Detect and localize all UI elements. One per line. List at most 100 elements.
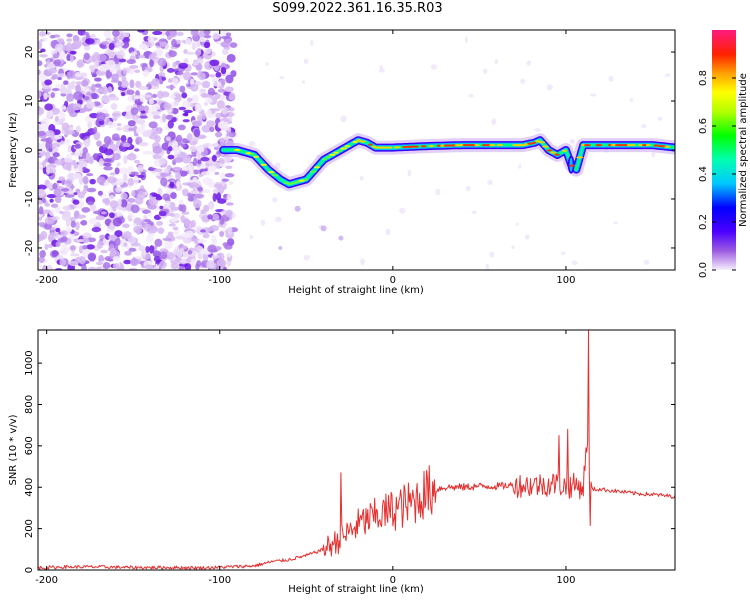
noise-blob	[175, 171, 182, 181]
noise-blob	[200, 248, 205, 255]
noise-blob	[40, 48, 46, 53]
noise-blob	[215, 192, 222, 201]
noise-blob	[212, 32, 220, 40]
noise-blob	[44, 203, 51, 207]
noise-blob	[221, 78, 226, 86]
noise-blob	[114, 230, 123, 238]
ridge-hotspot	[549, 151, 557, 154]
noise-blob	[73, 91, 84, 101]
noise-blob	[99, 234, 106, 240]
noise-blob	[120, 134, 127, 143]
noise-blob	[200, 171, 211, 176]
noise-blob	[159, 260, 167, 269]
noise-blob	[140, 123, 146, 129]
noise-blob	[142, 69, 149, 78]
noise-blob	[122, 125, 131, 133]
noise-blob	[38, 107, 45, 116]
noise-blob	[135, 80, 142, 89]
ridge-hotspot	[583, 144, 592, 147]
noise-blob	[133, 159, 141, 164]
noise-blob	[468, 94, 474, 98]
noise-blob	[103, 158, 112, 162]
noise-blob	[471, 210, 477, 215]
noise-blob	[53, 188, 62, 197]
noise-blob	[44, 31, 51, 36]
noise-blob	[207, 91, 218, 95]
noise-blob	[641, 124, 647, 129]
noise-blob	[215, 71, 222, 78]
noise-blob	[220, 160, 225, 165]
noise-blob	[120, 199, 128, 208]
noise-blob	[123, 242, 128, 247]
ridge-hotspot	[359, 140, 367, 143]
noise-blob	[464, 36, 468, 43]
noise-blob	[212, 193, 217, 202]
noise-blob	[99, 66, 106, 72]
noise-blob	[213, 183, 223, 189]
noise-blob	[228, 116, 233, 121]
noise-blob	[112, 263, 120, 270]
noise-blob	[164, 240, 173, 250]
noise-blob	[163, 168, 170, 175]
noise-blob	[107, 121, 115, 129]
noise-blob	[191, 40, 198, 50]
noise-blob	[38, 188, 46, 198]
noise-blob	[96, 140, 102, 147]
noise-blob	[61, 122, 70, 131]
noise-blob	[378, 68, 385, 73]
noise-blob	[160, 172, 168, 178]
noise-blob	[208, 142, 213, 151]
noise-blob	[279, 75, 285, 80]
noise-blob	[534, 128, 542, 132]
noise-blob	[217, 88, 226, 93]
noise-blob	[127, 198, 136, 203]
noise-blob	[93, 59, 100, 69]
noise-blob	[211, 108, 221, 112]
ridge-hotspot	[664, 145, 671, 148]
ridge-hotspot	[337, 149, 343, 152]
noise-blob	[407, 169, 412, 177]
noise-blob	[143, 94, 152, 99]
spectrogram-xtick-label: -200	[35, 275, 58, 286]
noise-blob	[94, 83, 102, 88]
noise-blob	[139, 115, 148, 119]
noise-blob	[590, 93, 597, 97]
noise-blob	[60, 230, 68, 237]
noise-blob	[188, 181, 199, 189]
noise-blob	[212, 82, 222, 87]
noise-blob	[226, 132, 234, 137]
noise-blob	[189, 141, 198, 146]
noise-blob	[120, 169, 127, 173]
noise-blob	[114, 167, 120, 175]
noise-blob	[399, 207, 406, 214]
noise-blob	[199, 88, 207, 93]
noise-blob	[91, 53, 100, 62]
noise-blob	[198, 30, 206, 37]
snr-xtick-label: -100	[208, 575, 231, 586]
ridge-hotspots	[233, 139, 671, 185]
noise-blob	[215, 131, 223, 138]
noise-blob	[82, 237, 90, 244]
noise-blob	[72, 34, 80, 43]
noise-blob	[274, 216, 282, 223]
noise-blob	[197, 145, 205, 153]
noise-blob	[42, 209, 52, 215]
noise-blob	[225, 74, 234, 84]
noise-blob	[657, 116, 663, 121]
noise-blob	[138, 245, 146, 252]
noise-blob	[122, 142, 131, 148]
noise-blob	[133, 125, 138, 134]
noise-blob	[98, 158, 104, 167]
noise-blob	[181, 188, 189, 197]
noise-blob	[58, 110, 66, 119]
noise-blob	[87, 120, 93, 129]
noise-blob	[359, 176, 364, 181]
noise-blob	[216, 258, 226, 268]
noise-blob	[220, 41, 230, 48]
noise-blob	[511, 245, 515, 250]
noise-blob	[126, 59, 136, 65]
noise-blob	[91, 83, 96, 93]
noise-blob	[130, 204, 140, 214]
noise-blob	[151, 193, 161, 198]
scatter-blob	[338, 235, 344, 241]
